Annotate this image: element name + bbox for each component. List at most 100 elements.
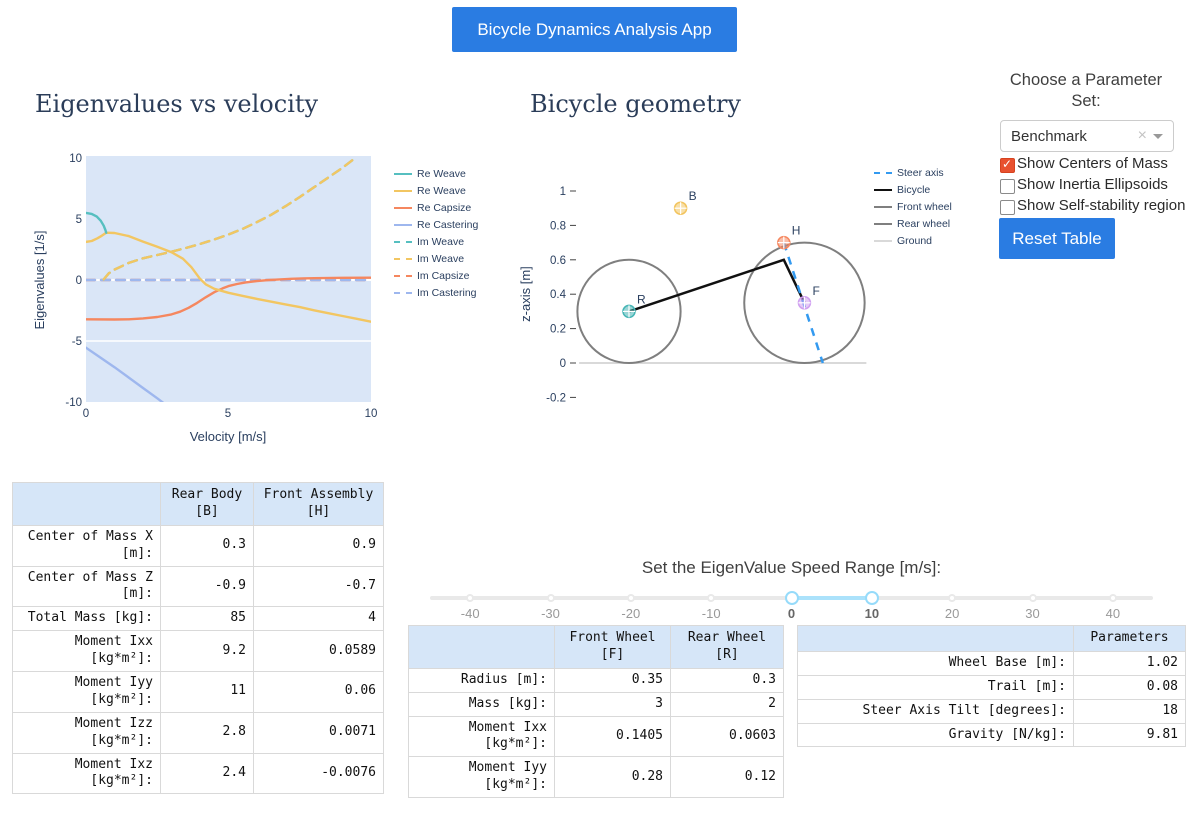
com-marker-H: H xyxy=(777,224,800,250)
header-cell xyxy=(12,482,161,526)
legend-line-sample xyxy=(874,239,892,242)
slider-mark-label: -30 xyxy=(541,606,560,621)
legend-label: Re Weave xyxy=(417,167,466,180)
cell-value[interactable]: 0.0589 xyxy=(253,630,384,673)
legend-label: Im Weave xyxy=(417,235,465,248)
y-tick: 0.6 xyxy=(550,255,566,267)
cell-value[interactable]: 0.3 xyxy=(160,524,254,567)
cell-value[interactable]: 0.3 xyxy=(670,667,784,693)
legend-entry-re-capsize[interactable]: Re Capsize xyxy=(394,199,478,216)
header-cell: Rear Body [B] xyxy=(160,482,254,526)
slider-track[interactable] xyxy=(791,596,872,600)
legend-line-sample xyxy=(874,188,892,191)
com-marker-F: F xyxy=(797,284,820,310)
app-title-button[interactable]: Bicycle Dynamics Analysis App xyxy=(452,7,737,52)
legend-entry-front-wheel[interactable]: Front wheel xyxy=(874,198,952,215)
cell-value[interactable]: 18 xyxy=(1073,698,1186,724)
checkbox-icon[interactable] xyxy=(1000,200,1015,215)
row-label: Moment Ixx [kg*m²]: xyxy=(12,630,161,673)
checkbox-show-self-stability-region[interactable]: Show Self-stability region xyxy=(1000,197,1185,215)
x-tick: 0 xyxy=(83,408,89,420)
dropdown-clear-icon[interactable]: × xyxy=(1137,127,1147,144)
cell-value[interactable]: 1.02 xyxy=(1073,650,1186,676)
checkbox-show-inertia-ellipsoids[interactable]: Show Inertia Ellipsoids xyxy=(1000,176,1168,194)
series-re-capsize xyxy=(86,276,371,321)
com-marker-label: F xyxy=(812,284,819,298)
cell-value[interactable]: 0.08 xyxy=(1073,674,1186,700)
legend-entry-bicycle[interactable]: Bicycle xyxy=(874,181,952,198)
cell-value[interactable]: 85 xyxy=(160,606,254,632)
cell-value[interactable]: -0.0076 xyxy=(253,752,384,795)
cell-value[interactable]: 2.4 xyxy=(160,752,254,795)
slider-handle-0[interactable] xyxy=(784,591,799,605)
legend-line-sample xyxy=(394,291,412,294)
series-im-weave xyxy=(102,156,358,281)
slider-dot xyxy=(1108,594,1117,602)
slider-mark-label: 30 xyxy=(1025,606,1040,621)
series-re-weave xyxy=(86,231,371,323)
legend-line-sample xyxy=(874,222,892,225)
legend-entry-steer-axis[interactable]: Steer axis xyxy=(874,164,952,181)
header-cell: Rear Wheel [R] xyxy=(670,625,784,669)
x-axis-title: Velocity [m/s] xyxy=(190,429,267,444)
cell-value[interactable]: -0.9 xyxy=(160,565,254,608)
cell-value[interactable]: 0.35 xyxy=(554,667,671,693)
cell-value[interactable]: 2.8 xyxy=(160,711,254,754)
cell-value[interactable]: 0.06 xyxy=(253,671,384,713)
legend-entry-im-capsize[interactable]: Im Capsize xyxy=(394,267,478,284)
reset-table-button[interactable]: Reset Table xyxy=(999,218,1115,259)
legend-entry-im-castering[interactable]: Im Castering xyxy=(394,284,478,301)
table-row: Moment Ixz [kg*m²]: 2.4 -0.0076 xyxy=(12,752,384,795)
row-label: Trail [m]: xyxy=(797,674,1074,700)
cell-value[interactable]: 2 xyxy=(670,691,784,717)
cell-value[interactable]: 0.1405 xyxy=(554,715,671,758)
slider-dot xyxy=(546,594,555,602)
legend-line-sample xyxy=(874,171,892,174)
parameter-set-dropdown[interactable]: Benchmark × xyxy=(1000,120,1174,152)
checkbox-icon[interactable] xyxy=(1000,179,1015,194)
y-tick: 0 xyxy=(76,275,82,287)
cell-value[interactable]: 4 xyxy=(253,606,384,632)
slider-handle-10[interactable] xyxy=(864,591,879,605)
legend-entry-im-weave[interactable]: Im Weave xyxy=(394,233,478,250)
eigenvalues-chart[interactable]: 10 5 0 -5 -10 0 5 10 Velocity [m/s] Eige… xyxy=(30,150,480,450)
slider-mark-label: 10 xyxy=(864,606,880,621)
checkbox-label: Show Self-stability region xyxy=(1017,197,1186,214)
cell-value[interactable]: 0.0071 xyxy=(253,711,384,754)
legend-entry-re-weave[interactable]: Re Weave xyxy=(394,165,478,182)
cell-value[interactable]: 11 xyxy=(160,671,254,713)
cell-value[interactable]: 9.81 xyxy=(1073,722,1186,748)
cell-value[interactable]: 3 xyxy=(554,691,671,717)
legend-line-sample xyxy=(394,172,412,175)
row-label: Center of Mass X [m]: xyxy=(12,524,161,567)
cell-value[interactable]: 0.12 xyxy=(670,756,784,799)
legend-label: Im Weave xyxy=(417,252,465,265)
slider-mark-label: 20 xyxy=(944,606,960,621)
legend-entry-im-weave[interactable]: Im Weave xyxy=(394,250,478,267)
front-wheel xyxy=(743,241,866,365)
checkbox-icon[interactable] xyxy=(1000,157,1015,173)
row-label: Moment Ixx [kg*m²]: xyxy=(408,715,555,758)
header-cell xyxy=(797,625,1074,652)
slider-mark-label: 40 xyxy=(1105,606,1121,621)
legend-entry-ground[interactable]: Ground xyxy=(874,232,952,249)
eigen-legend: Re Weave Re Weave Re Capsize Re Castering Im… xyxy=(394,165,478,301)
slider-dot xyxy=(707,594,716,602)
legend-entry-rear-wheel[interactable]: Rear wheel xyxy=(874,215,952,232)
slider-dot xyxy=(948,594,957,602)
legend-entry-re-weave[interactable]: Re Weave xyxy=(394,182,478,199)
cell-value[interactable]: 0.28 xyxy=(554,756,671,799)
cell-value[interactable]: 9.2 xyxy=(160,630,254,673)
geometry-chart[interactable]: 1 0.8 0.6 0.4 0.2 0 -0.2 B H R F z-axis [m] xyxy=(520,150,980,420)
checkbox-show-centers-of-mass[interactable]: Show Centers of Mass xyxy=(1000,155,1168,173)
slider-mark-label: -10 xyxy=(701,606,721,621)
chevron-down-icon[interactable] xyxy=(1153,133,1163,139)
com-marker-label: R xyxy=(637,292,646,306)
table-row: Center of Mass X [m]: 0.3 0.9 xyxy=(12,524,384,567)
legend-entry-re-castering[interactable]: Re Castering xyxy=(394,216,478,233)
speed-range-slider[interactable]: Set the EigenValue Speed Range [m/s]: -4… xyxy=(430,558,1153,628)
cell-value[interactable]: 0.0603 xyxy=(670,715,784,758)
cell-value[interactable]: 0.9 xyxy=(253,524,384,567)
legend-label: Re Capsize xyxy=(417,201,472,214)
cell-value[interactable]: -0.7 xyxy=(253,565,384,608)
